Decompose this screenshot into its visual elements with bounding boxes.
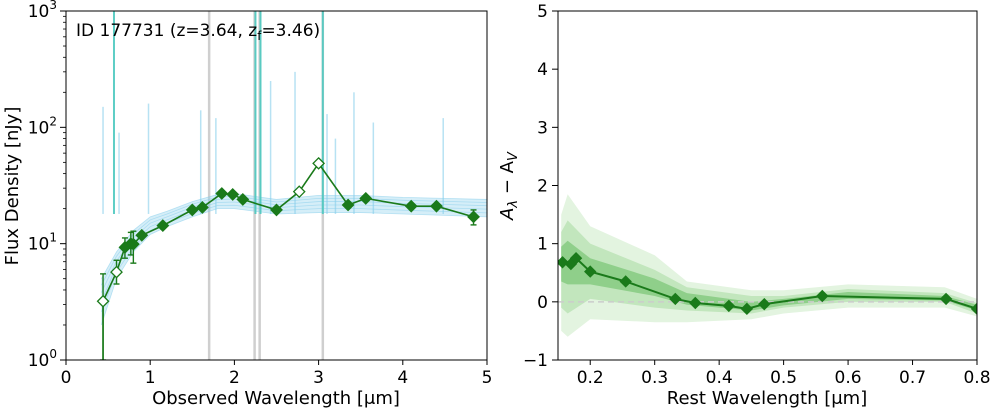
sed-model-realisation [100, 208, 487, 326]
attenuation-point [939, 292, 953, 306]
attenuation-x-axis-label: Rest Wavelength [μm] [667, 388, 867, 409]
attenuation-x-tick-label: 0.8 [963, 368, 990, 388]
photometry-point [404, 199, 418, 213]
sed-axes-frame [65, 10, 488, 361]
attenuation-confidence-band [561, 240, 977, 311]
attenuation-ticks: 0.2 0.3 0.4 0.5 0.6 0.7 0.8 −1 0 1 2 3 4 5 [523, 2, 991, 388]
sed-x-tick-label: 5 [482, 368, 493, 388]
photometry-point [126, 237, 140, 251]
sed-y-tick-label: 103 [28, 0, 57, 22]
attenuation-x-tick-label: 0.7 [899, 368, 926, 388]
attenuation-panel: 0.2 0.3 0.4 0.5 0.6 0.7 0.8 −1 0 1 2 3 4 5 Rest Wavel… [497, 2, 991, 409]
sed-model-layer [100, 11, 487, 360]
attenuation-x-tick-label: 0.6 [835, 368, 862, 388]
attenuation-x-tick-label: 0.2 [577, 368, 604, 388]
attenuation-y-tick-label: 5 [537, 2, 548, 22]
sed-x-tick-label: 4 [397, 368, 408, 388]
photometry-point [467, 210, 480, 224]
photometry-line [102, 161, 474, 302]
attenuation-point [816, 289, 829, 303]
attenuation-point [722, 299, 736, 313]
sed-x-axis-label: Observed Wavelength [μm] [152, 388, 400, 409]
attenuation-point [558, 256, 569, 269]
photometry-point-open [292, 185, 306, 199]
photometry-point-open [96, 294, 110, 308]
attenuation-layer [558, 252, 977, 316]
attenuation-point [758, 297, 771, 311]
attenuation-x-tick-label: 0.3 [641, 368, 668, 388]
sed-x-tick-label: 2 [229, 368, 240, 388]
attenuation-point [569, 252, 583, 265]
photometry-point [215, 187, 229, 200]
object-annotation: ID 177731 (z=3.64, zf=3.46) [76, 21, 320, 43]
sed-y-tick-label: 100 [28, 347, 57, 371]
attenuation-y-tick-label: 1 [537, 235, 548, 255]
attenuation-y-axis-label: Aλ − AV [497, 151, 521, 221]
sed-y-axis-label: Flux Density [nJy] [2, 107, 23, 266]
photometry-point-open [110, 265, 123, 279]
photometry-point [226, 188, 240, 201]
attenuation-point [584, 265, 597, 278]
sed-x-tick-label: 0 [61, 368, 72, 388]
attenuation-point [689, 296, 702, 310]
attenuation-bands [558, 194, 977, 337]
attenuation-y-tick-label: 0 [537, 293, 548, 313]
photometry-point [341, 198, 355, 212]
sed-model-realisation [100, 201, 487, 302]
photometry-point-open [312, 156, 326, 170]
photometry-point [185, 203, 199, 217]
attenuation-y-tick-label: 3 [537, 118, 548, 138]
photometry-point [135, 228, 149, 242]
sed-x-tick-label: 1 [145, 368, 156, 388]
sed-x-tick-label: 3 [313, 368, 324, 388]
sed-y-tick-label: 102 [28, 114, 57, 138]
attenuation-point [740, 302, 754, 316]
photometry-layer [96, 156, 480, 360]
sed-model-envelope [101, 193, 487, 325]
photometry-point [359, 191, 373, 205]
attenuation-y-tick-label: 4 [537, 60, 548, 80]
sed-ticks: 0 1 2 3 4 5 100 101 102 103 [28, 0, 493, 388]
attenuation-point [970, 302, 977, 316]
attenuation-point [619, 275, 632, 288]
attenuation-y-tick-label: 2 [537, 177, 548, 197]
photometry-point [156, 219, 170, 233]
photometry-point [236, 193, 250, 206]
sed-panel: 0 1 2 3 4 5 100 101 102 103 ID 177731 (z=3.64, zf… [2, 0, 492, 409]
sed-y-tick-label: 101 [28, 231, 57, 255]
attenuation-point [669, 292, 682, 306]
photometry-point [270, 203, 283, 217]
attenuation-y-tick-label: −1 [523, 351, 548, 371]
photometry-point [195, 200, 209, 214]
photometry-point [430, 199, 443, 213]
attenuation-x-tick-label: 0.4 [706, 368, 733, 388]
attenuation-x-tick-label: 0.5 [770, 368, 797, 388]
